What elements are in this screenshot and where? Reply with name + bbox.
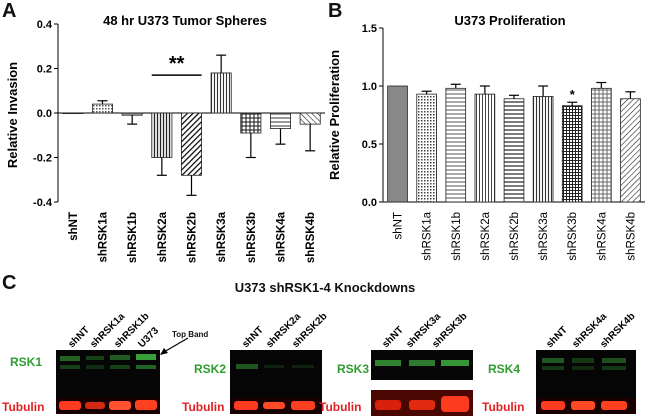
tubulin-label: Tubulin [2, 400, 45, 414]
lane-label: shNT [380, 325, 405, 350]
target-label-rsk2: RSK2 [194, 362, 227, 376]
bar-shRSK3a [210, 72, 232, 114]
x-tick-label: shNT [68, 212, 80, 241]
target-label-rsk3: RSK3 [337, 362, 370, 376]
lane-label: shNT [544, 325, 569, 350]
x-tick-label: shRSK1a [422, 211, 434, 260]
x-tick-label: shRSK3b [567, 212, 579, 261]
tubulin-label: Tubulin [319, 400, 362, 414]
lane-label: shNT [240, 325, 265, 350]
x-tick-label: shRSK2b [509, 212, 521, 261]
lane-label: shNT [66, 325, 91, 350]
bar-shRSK3a [532, 96, 554, 203]
y-tick-label: 0.0 [37, 108, 52, 120]
blot-group-rsk4: shNT shRSK4a shRSK4b RSK4 Tubulin [480, 300, 650, 418]
chart-b-plot: 0.0 0.5 1.0 1.5 shNT shRSK1a shRSK1b shRSK2a shR… [362, 23, 645, 261]
blot-image-rsk3 [371, 350, 473, 416]
bar-shRSK3b [561, 105, 583, 203]
target-label-rsk4: RSK4 [488, 362, 521, 376]
x-tick-label: shRSK1b [127, 212, 139, 263]
lane-labels-rsk2: shNT shRSK2a shRSK2b [240, 311, 329, 350]
x-tick-label: shRSK2a [480, 211, 492, 260]
y-tick-label: 1.0 [362, 81, 377, 93]
x-tick-label: shRSK3a [538, 211, 550, 260]
bar-shRSK2a [474, 93, 496, 203]
x-tick-label: shRSK3b [246, 212, 258, 263]
lane-labels-rsk3: shNT shRSK3a shRSK3b [380, 311, 469, 350]
y-tick-label: -0.2 [33, 153, 52, 165]
x-tick-label: shRSK1b [451, 212, 463, 261]
blot-title: U373 shRSK1-4 Knockdowns [234, 280, 416, 295]
chart-a-ylabel: Relative Invasion [5, 62, 20, 168]
bar-shRSK2b [181, 112, 202, 176]
blot-image-rsk1 [56, 350, 160, 414]
chart-a-title: 48 hr U373 Tumor Spheres [103, 13, 267, 28]
significance-star: * [570, 87, 576, 102]
x-tick-label: shRSK3a [216, 211, 228, 262]
x-tick-label: shRSK4a [596, 211, 608, 260]
top-band-arrow [160, 337, 189, 355]
bar-shRSK2a [151, 112, 173, 158]
bar-shRSK1b [121, 112, 143, 116]
x-tick-label: shNT [393, 212, 405, 239]
bar-shNT [62, 112, 84, 115]
x-tick-label: shRSK4a [276, 211, 288, 262]
x-tick-label: shRSK1a [98, 211, 110, 262]
bar-shRSK4b [620, 98, 641, 203]
y-tick-label: 1.5 [362, 23, 377, 35]
chart-b-title: U373 Proliferation [454, 13, 565, 28]
lane-labels-rsk1: shNT shRSK1a shRSK1b U373 [66, 311, 161, 350]
proliferation-chart: U373 Proliferation Relative Proliferatio… [327, 13, 645, 261]
bar-shRSK1b [445, 87, 467, 203]
blot-group-rsk2: shNT shRSK2a shRSK2b RSK2 Tubulin [180, 300, 330, 418]
invasion-chart: 48 hr U373 Tumor Spheres Relative Invasi… [5, 13, 325, 263]
bar-shRSK3b [240, 112, 262, 134]
panel-label-b: B [328, 0, 343, 22]
y-tick-label: 0.4 [37, 19, 53, 31]
blot-group-rsk1: shNT shRSK1a shRSK1b U373 RSK1 Tubulin T… [0, 300, 208, 418]
blot-image-rsk4 [536, 350, 636, 414]
panel-label-a: A [2, 0, 17, 22]
tubulin-label: Tubulin [482, 400, 525, 414]
chart-a-plot: -0.4 -0.2 0.0 0.2 0.4 shNT shRSK1a shRSK1b shRSK… [33, 19, 325, 263]
lane-labels-rsk4: shNT shRSK4a shRSK4b [544, 311, 637, 350]
blot-image-rsk2 [230, 350, 322, 414]
bar-shRSK1a [416, 93, 437, 203]
bar-shRSK4b [299, 112, 321, 125]
y-tick-label: 0.0 [362, 197, 377, 209]
top-band-note: Top Band [172, 330, 209, 339]
bar-shRSK4a [591, 87, 612, 203]
x-tick-label: shRSK2b [187, 212, 199, 263]
significance-stars: ** [169, 53, 185, 75]
x-tick-label: shRSK2a [157, 211, 169, 262]
x-tick-label: shRSK4b [305, 212, 317, 263]
bar-shRSK4a [270, 112, 291, 129]
blot-group-rsk3: shNT shRSK3a shRSK3b RSK3 Tubulin [319, 300, 480, 418]
y-tick-label: -0.4 [33, 197, 53, 209]
y-tick-label: 0.2 [37, 64, 52, 76]
y-tick-label: 0.5 [362, 139, 377, 151]
chart-b-ylabel: Relative Proliferation [327, 50, 342, 180]
bar-shRSK2b [503, 98, 525, 203]
tubulin-label: Tubulin [182, 400, 225, 414]
panel-label-c: C [2, 272, 17, 294]
bar-shNT [387, 85, 408, 203]
target-label-rsk1: RSK1 [10, 355, 43, 369]
x-tick-label: shRSK4b [625, 212, 637, 261]
bar-shRSK1a [92, 103, 113, 114]
